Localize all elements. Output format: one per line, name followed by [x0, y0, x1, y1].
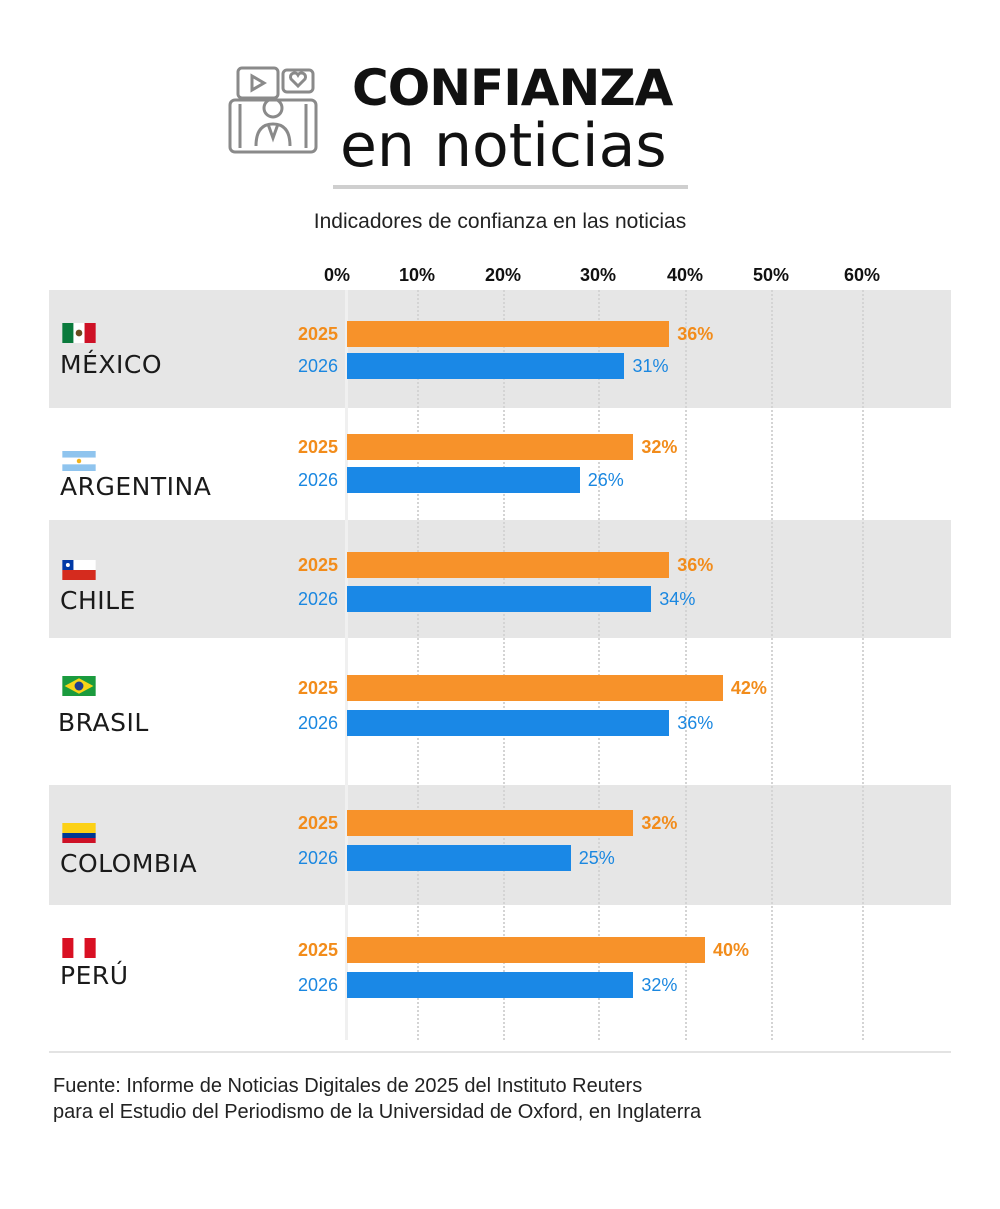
x-tick-label: 0%	[323, 265, 351, 285]
year-label-2025: 2025	[297, 813, 338, 833]
year-label-2026: 2026	[297, 356, 338, 376]
title-line-2: en noticias	[340, 111, 667, 181]
value-label-méxico-2026: 31%	[632, 356, 669, 376]
x-tick-label: 50%	[752, 265, 790, 285]
bar-chile-2025	[347, 552, 670, 578]
bar-brasil-2025	[347, 675, 723, 701]
bar-méxico-2026	[347, 353, 625, 379]
source-line-2: para el Estudio del Periodismo de la Uni…	[53, 1101, 702, 1123]
title-underline	[333, 185, 688, 189]
gridline-20	[503, 290, 505, 1040]
country-label-brasil: BRASIL	[58, 708, 149, 737]
chile-flag-icon	[62, 560, 96, 580]
value-label-argentina-2026: 26%	[587, 470, 624, 490]
source-line-1: Fuente: Informe de Noticias Digitales de…	[53, 1075, 643, 1097]
value-label-brasil-2025: 42%	[730, 678, 767, 698]
value-label-chile-2026: 34%	[659, 589, 696, 609]
colombia-flag-icon	[62, 823, 96, 843]
row-background-chile	[49, 520, 951, 638]
bar-méxico-2025	[347, 321, 670, 347]
gridline-60	[862, 290, 864, 1040]
value-label-perú-2026: 32%	[641, 975, 678, 995]
value-label-méxico-2025: 36%	[677, 324, 714, 344]
value-label-colombia-2026: 25%	[578, 848, 615, 868]
chart-title: Indicadores de confianza en las noticias	[313, 210, 687, 233]
row-background-mexico	[49, 290, 951, 408]
news-video-screen-icon	[228, 66, 318, 154]
year-label-2025: 2025	[297, 437, 338, 457]
mexico-flag-icon	[62, 323, 96, 343]
value-label-argentina-2025: 32%	[641, 437, 678, 457]
year-label-2025: 2025	[297, 940, 338, 960]
bar-colombia-2025	[347, 810, 634, 836]
value-label-perú-2025: 40%	[713, 940, 750, 960]
axis-baseline	[345, 290, 348, 1040]
year-label-2026: 2026	[297, 713, 338, 733]
value-label-colombia-2025: 32%	[641, 813, 678, 833]
country-label-colombia: COLOMBIA	[60, 849, 198, 878]
x-tick-label: 60%	[843, 265, 881, 285]
peru-flag-icon	[62, 938, 96, 958]
gridline-50	[771, 290, 773, 1040]
bar-argentina-2025	[347, 434, 634, 460]
year-label-2026: 2026	[297, 848, 338, 868]
bar-argentina-2026	[347, 467, 580, 493]
argentina-flag-icon	[62, 451, 96, 471]
bar-perú-2026	[347, 972, 634, 998]
year-label-2025: 2025	[297, 678, 338, 698]
bar-perú-2025	[347, 937, 705, 963]
year-label-2026: 2026	[297, 589, 338, 609]
x-tick-label: 10%	[398, 265, 436, 285]
value-label-chile-2025: 36%	[677, 555, 714, 575]
bar-brasil-2026	[347, 710, 670, 736]
title-line-1: CONFIANZA	[352, 59, 673, 117]
year-label-2026: 2026	[297, 975, 338, 995]
year-label-2025: 2025	[297, 324, 338, 344]
country-label-argentina: ARGENTINA	[60, 472, 212, 501]
year-label-2026: 2026	[297, 470, 338, 490]
gridline-40	[685, 290, 687, 1040]
x-tick-label: 30%	[579, 265, 617, 285]
country-label-chile: CHILE	[60, 586, 136, 615]
footer-divider	[49, 1051, 951, 1053]
country-label-peru: PERÚ	[60, 961, 129, 990]
country-label-mexico: MÉXICO	[60, 350, 162, 379]
gridline-30	[598, 290, 600, 1040]
year-label-2025: 2025	[297, 555, 338, 575]
brazil-flag-icon	[62, 676, 96, 696]
x-tick-label: 20%	[484, 265, 522, 285]
x-tick-label: 40%	[666, 265, 704, 285]
bar-chile-2026	[347, 586, 652, 612]
source-note: Fuente: Informe de Noticias Digitales de…	[53, 1073, 701, 1125]
bar-colombia-2026	[347, 845, 571, 871]
gridline-10	[417, 290, 419, 1040]
value-label-brasil-2026: 36%	[677, 713, 714, 733]
